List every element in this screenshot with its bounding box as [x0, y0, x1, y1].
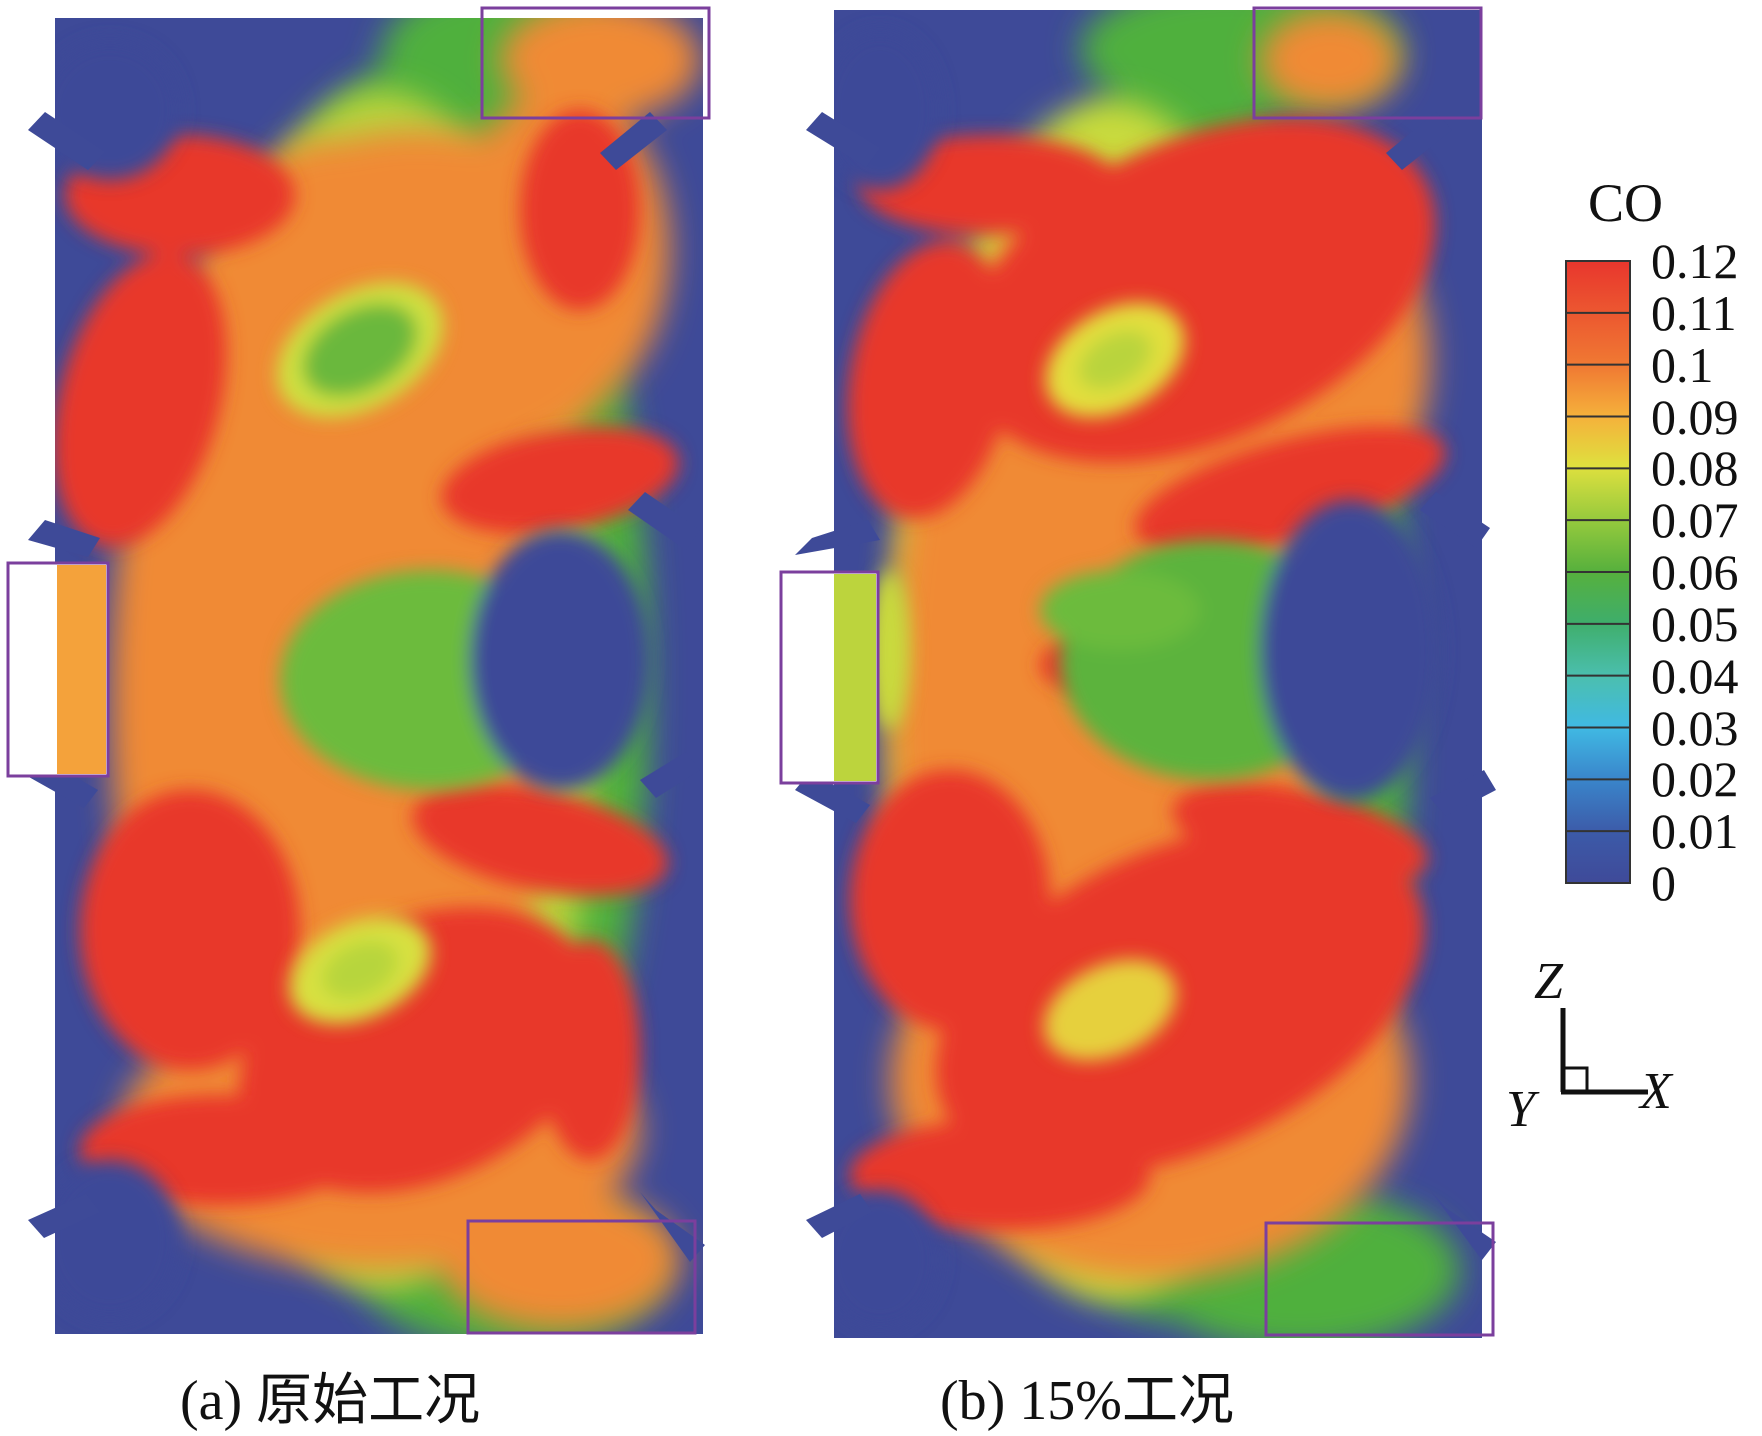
legend-title: CO [1588, 173, 1664, 233]
panel-b-caption: (b) 15%工况 [940, 1370, 1234, 1432]
panel-b-contour [779, 6, 1496, 1338]
axis-label-x: X [1640, 1063, 1672, 1120]
axis-triad [1560, 1008, 1648, 1095]
colorbar [1565, 260, 1631, 884]
legend-tick-label: 0 [1651, 855, 1676, 911]
legend-tick-label: 0.12 [1651, 233, 1739, 289]
axis-label-y: Y [1506, 1081, 1535, 1138]
legend-tick-label: 0.06 [1651, 544, 1739, 600]
panel-a-outlet-top [480, 6, 711, 120]
legend-tick-label: 0.03 [1651, 699, 1739, 756]
panel-b-outlet-top [1252, 6, 1483, 120]
panel-a-contour [6, 6, 711, 1335]
panel-a-caption: (a) 原始工况 [180, 1370, 481, 1432]
legend-tick-label: 0.01 [1651, 803, 1739, 860]
panel-b-outlet-bottom [1264, 1221, 1495, 1337]
legend-tick-label: 0.09 [1651, 388, 1739, 445]
legend-tick-label: 0.11 [1651, 284, 1737, 341]
panel-a-outlet-bottom [466, 1219, 697, 1335]
legend-tick-label: 0.07 [1651, 492, 1739, 549]
legend-tick-label: 0.05 [1651, 595, 1739, 652]
legend-tick-label: 0.02 [1651, 751, 1739, 808]
legend-tick-label: 0.04 [1651, 647, 1739, 704]
legend-tick-label: 0.1 [1651, 336, 1714, 393]
legend-tick-label: 0.08 [1651, 440, 1739, 497]
axis-label-z: Z [1534, 953, 1563, 1010]
